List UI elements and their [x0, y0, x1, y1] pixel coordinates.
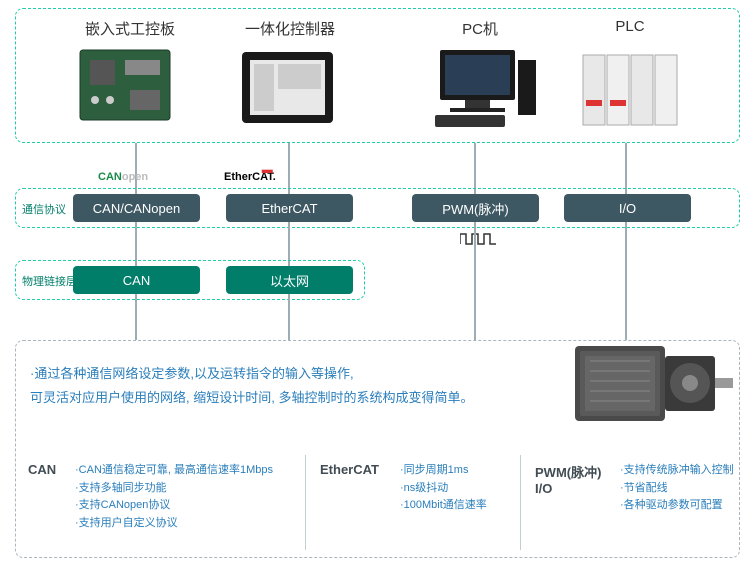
canopen-logo: CANopen	[98, 171, 148, 183]
device-plc	[580, 50, 680, 130]
physical-label: 物理链接层	[22, 273, 77, 289]
box1-item-0: ·CAN通信稳定可靠, 最高通信速率1Mbps	[75, 462, 295, 480]
bottom-div-1	[305, 455, 306, 550]
device-embedded-board	[75, 45, 175, 125]
box3-title: PWM(脉冲) I/O	[535, 462, 601, 496]
conn-line-7	[474, 222, 476, 340]
pill-can: CAN	[73, 266, 200, 294]
label-pc: PC机	[420, 18, 540, 39]
ethercat-logo: EtherCAT.▬	[224, 171, 287, 183]
desc-line-1: ·通过各种通信网络设定参数,以及运转指令的输入等操作,	[30, 362, 354, 385]
pill-pwm: PWM(脉冲)	[412, 194, 539, 222]
box2-item-1: ·ns级抖动	[400, 480, 515, 498]
conn-line-4	[625, 143, 627, 194]
pill-ethercat: EtherCAT	[226, 194, 353, 222]
conn-line-3	[474, 143, 476, 194]
pill-ethernet: 以太网	[226, 266, 353, 294]
protocol-label: 通信协议	[22, 201, 66, 217]
label-plc: PLC	[570, 18, 690, 35]
box3-item-0: ·支持传统脉冲输入控制	[620, 462, 735, 480]
device-pc	[430, 45, 540, 130]
conn-line-10	[288, 294, 290, 340]
desc-line-2: 可灵活对应用户使用的网络, 缩短设计时间, 多轴控制时的系统构成变得简单。	[30, 386, 473, 409]
box2-list: ·同步周期1ms ·ns级抖动 ·100Mbit通信速率	[400, 462, 515, 515]
bottom-div-2	[520, 455, 521, 550]
box1-title: CAN	[28, 462, 56, 477]
box1-item-2: ·支持CANopen协议	[75, 497, 295, 515]
box1-list: ·CAN通信稳定可靠, 最高通信速率1Mbps ·支持多轴同步功能 ·支持CAN…	[75, 462, 295, 532]
pulse-waveform-icon	[460, 232, 500, 249]
box1-item-1: ·支持多轴同步功能	[75, 480, 295, 498]
conn-line-2	[288, 143, 290, 194]
pill-io: I/O	[564, 194, 691, 222]
conn-line-1	[135, 143, 137, 194]
box3-item-2: ·各种驱动参数可配置	[620, 497, 735, 515]
box1-item-3: ·支持用户自定义协议	[75, 515, 295, 533]
box3-list: ·支持传统脉冲输入控制 ·节省配线 ·各种驱动参数可配置	[620, 462, 735, 515]
conn-line-8	[625, 222, 627, 340]
label-controller: 一体化控制器	[220, 18, 360, 39]
conn-line-9	[135, 294, 137, 340]
motor-device	[570, 326, 735, 436]
pill-can-canopen: CAN/CANopen	[73, 194, 200, 222]
box2-title: EtherCAT	[320, 462, 379, 477]
box3-item-1: ·节省配线	[620, 480, 735, 498]
box2-item-2: ·100Mbit通信速率	[400, 497, 515, 515]
label-embedded: 嵌入式工控板	[60, 18, 200, 39]
box2-item-0: ·同步周期1ms	[400, 462, 515, 480]
device-controller	[240, 50, 335, 125]
